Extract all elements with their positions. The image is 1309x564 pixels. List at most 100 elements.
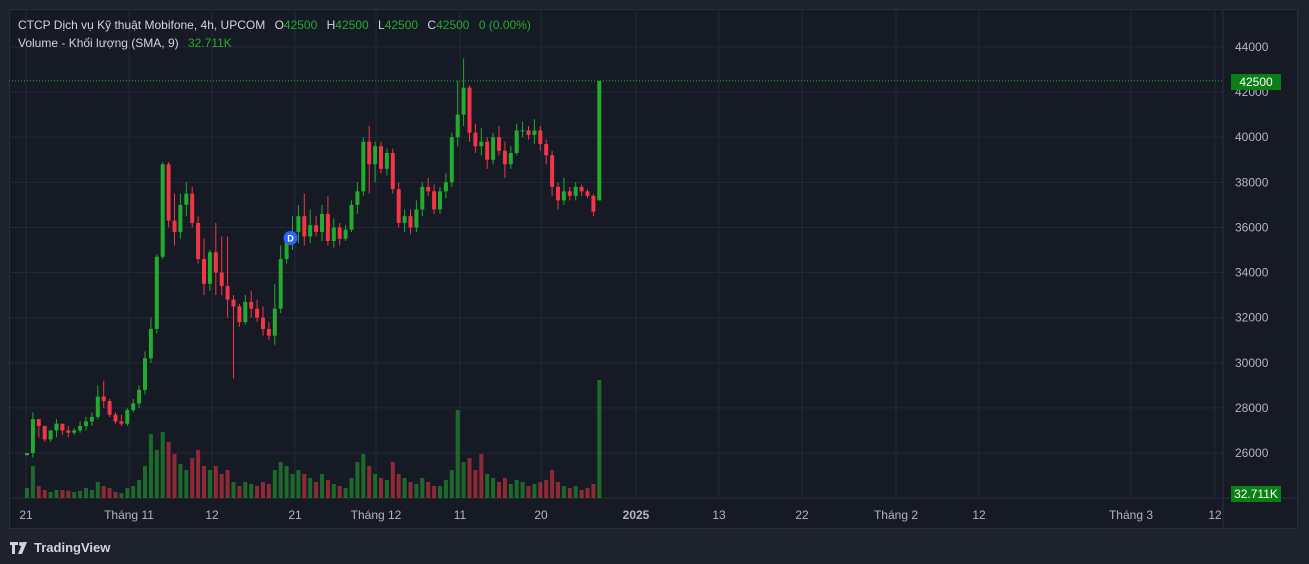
- price-chart[interactable]: 26000 28000 30000 32000 34000 36000 38000 40000…: [9, 9, 1298, 529]
- volume-bar: [438, 486, 442, 498]
- volume-bar: [30, 466, 35, 498]
- volume-bar: [95, 482, 100, 498]
- candle-body: [432, 191, 437, 210]
- volume-bar: [119, 493, 124, 498]
- volume-bar: [219, 474, 224, 498]
- candle-body: [520, 130, 525, 132]
- candle-body: [579, 186, 584, 192]
- volume-bar: [184, 470, 189, 498]
- candle-body: [243, 301, 248, 323]
- volume-bar: [561, 486, 566, 498]
- volume-bar: [485, 474, 490, 498]
- volume-bar: [89, 490, 94, 498]
- time-tick-label: 11: [454, 508, 467, 522]
- volume-bar: [579, 490, 584, 498]
- volume-bar: [290, 474, 295, 498]
- candle-body: [202, 259, 206, 284]
- volume-bar: [532, 484, 537, 498]
- candle-body: [237, 306, 242, 323]
- candle-body: [373, 146, 378, 165]
- candle-body: [573, 186, 578, 196]
- volume-tag: 32.711K: [1231, 486, 1281, 502]
- volume-bar: [213, 466, 218, 498]
- price-tick-label: 32000: [1235, 311, 1269, 325]
- candle-body: [561, 191, 566, 201]
- candle-body: [249, 301, 254, 309]
- candle-body: [567, 191, 572, 196]
- candle-body: [207, 252, 212, 284]
- volume-bar: [243, 482, 248, 498]
- volume-bar: [556, 482, 560, 498]
- candle-body: [585, 191, 590, 196]
- dividend-marker-label: D: [287, 234, 294, 244]
- volume-bar: [361, 454, 366, 498]
- price-tick-label: 28000: [1235, 401, 1269, 415]
- candle-body: [396, 189, 401, 223]
- candle-body: [278, 259, 283, 309]
- candle-body: [107, 401, 112, 415]
- volume-bar: [284, 466, 289, 498]
- volume-bar: [373, 474, 378, 498]
- volume-bar: [379, 478, 383, 498]
- candle-body: [426, 186, 431, 192]
- candle-body: [78, 425, 83, 431]
- volume-bar: [101, 486, 106, 498]
- tradingview-logo[interactable]: TradingView: [10, 540, 110, 555]
- high-label: H: [326, 18, 336, 32]
- volume-bar: [331, 484, 336, 498]
- candle-body: [166, 164, 171, 221]
- volume-bar: [202, 466, 206, 498]
- volume-bar: [178, 464, 183, 498]
- candle-body: [196, 222, 201, 260]
- candle-body: [443, 182, 448, 192]
- time-tick-label: Tháng 2: [874, 508, 918, 522]
- candle-body: [491, 137, 496, 160]
- volume-bar: [249, 484, 254, 498]
- volume-bar: [78, 490, 83, 498]
- volume-bar: [349, 478, 354, 498]
- candle-body: [266, 328, 271, 336]
- volume-bar: [502, 478, 507, 498]
- price-tick-label: 38000: [1235, 175, 1269, 189]
- time-tick-label: 21: [19, 508, 33, 522]
- volume-bar: [72, 492, 77, 498]
- volume-bar: [66, 490, 71, 498]
- candle-body: [402, 216, 407, 223]
- volume-bar: [497, 482, 501, 498]
- candle-body: [308, 225, 313, 237]
- volume-bar: [420, 478, 425, 498]
- volume-bar: [550, 470, 555, 498]
- low-value: 42500: [384, 18, 419, 32]
- candle-body: [514, 130, 519, 154]
- time-tick-label: 2025: [623, 508, 650, 522]
- volume-bar: [60, 490, 65, 498]
- time-tick-label: Tháng 11: [104, 508, 154, 522]
- volume-bar: [231, 482, 236, 498]
- price-tick-label: 30000: [1235, 356, 1269, 370]
- time-tick-label: 12: [972, 508, 986, 522]
- price-tick-label: 36000: [1235, 220, 1269, 234]
- volume-bar: [137, 480, 142, 498]
- candle-body: [467, 87, 472, 133]
- volume-bar: [467, 458, 472, 498]
- candle-body: [526, 130, 531, 135]
- candle-body: [591, 195, 596, 212]
- volume-bar: [473, 470, 478, 498]
- candle-body: [219, 272, 224, 287]
- candle-body: [485, 141, 490, 160]
- symbol-legend: CTCP Dịch vụ Kỹ thuật Mobifone, 4h, UPCO…: [18, 18, 531, 32]
- volume-bar: [367, 466, 372, 498]
- dividend-marker: [283, 231, 298, 245]
- candle-body: [89, 416, 94, 422]
- volume-label: Volume - Khối lượng (SMA, 9): [18, 36, 179, 50]
- volume-bar: [384, 480, 389, 498]
- candle-body: [131, 403, 136, 411]
- time-tick-label: 22: [795, 508, 809, 522]
- volume-bar: [508, 484, 513, 498]
- chart-frame[interactable]: [9, 9, 1298, 529]
- candle-body: [54, 423, 59, 431]
- candle-body: [550, 155, 555, 187]
- volume-bar: [343, 488, 348, 498]
- volume-bar: [514, 480, 519, 498]
- volume-bar: [255, 486, 260, 498]
